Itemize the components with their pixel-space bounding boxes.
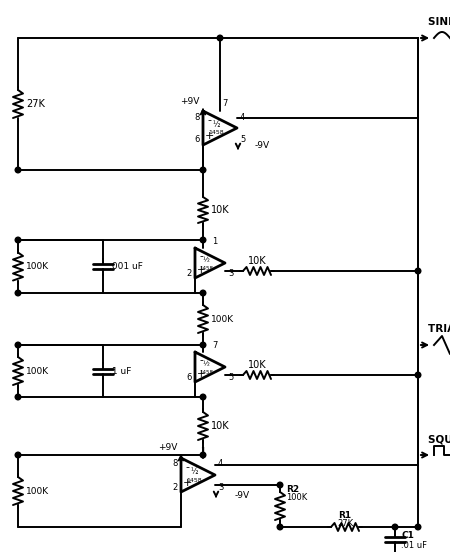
Text: 7: 7 [212,341,217,349]
Text: 100K: 100K [26,262,49,271]
Text: C1: C1 [401,530,414,539]
Text: -9V: -9V [235,491,250,500]
Text: TRIANGLE WAVE: TRIANGLE WAVE [428,324,450,334]
Text: +9V: +9V [158,443,178,452]
Text: 1: 1 [212,236,217,246]
Circle shape [200,167,206,173]
Circle shape [277,482,283,488]
Circle shape [277,524,283,530]
Text: 1: 1 [200,447,205,455]
Text: 8: 8 [173,459,178,468]
Circle shape [415,268,421,274]
Circle shape [415,524,421,530]
Text: 3: 3 [218,484,223,492]
Text: 6: 6 [194,135,200,145]
Text: +: + [197,265,205,275]
Circle shape [217,35,223,41]
Text: +: + [182,478,192,488]
Text: ½: ½ [212,120,220,130]
Text: 3: 3 [228,269,234,279]
Text: SINE WAVE: SINE WAVE [428,17,450,27]
Circle shape [392,524,398,530]
Text: -: - [185,462,189,472]
Text: +9V: +9V [180,97,200,106]
Text: 1458: 1458 [208,130,224,135]
Text: +: + [197,369,205,379]
Text: R2: R2 [286,485,299,493]
Text: 10K: 10K [248,256,266,266]
Text: 1458: 1458 [199,369,213,374]
Text: ½: ½ [202,257,209,263]
Circle shape [15,290,21,296]
Text: 100K: 100K [286,493,307,502]
Text: 100K: 100K [26,367,49,375]
Text: ½: ½ [202,361,209,367]
Text: 10K: 10K [211,421,230,431]
Text: -: - [199,355,203,365]
Circle shape [15,167,21,173]
Circle shape [15,452,21,458]
Text: 4: 4 [240,113,245,121]
Circle shape [200,342,206,348]
Text: 5: 5 [228,374,233,383]
Circle shape [15,394,21,400]
Text: 10K: 10K [211,205,230,215]
Text: 1458: 1458 [186,477,202,482]
Text: -: - [207,115,211,125]
Text: SQUARE WAVE: SQUARE WAVE [428,434,450,444]
Text: .001 uF: .001 uF [109,262,143,271]
Text: 1458: 1458 [199,266,213,270]
Circle shape [200,394,206,400]
Text: -9V: -9V [255,141,270,151]
Text: .1 uF: .1 uF [109,367,131,375]
Text: 27K: 27K [337,518,353,528]
Circle shape [200,290,206,296]
Text: 7: 7 [222,99,227,109]
Text: 2: 2 [173,484,178,492]
Text: 100K: 100K [26,486,49,496]
Text: 6: 6 [187,374,192,383]
Text: -: - [199,251,203,261]
Text: 5: 5 [240,135,245,145]
Text: R1: R1 [338,511,351,519]
Text: 100K: 100K [211,315,234,323]
Text: 27K: 27K [26,99,45,109]
Text: .01 uF: .01 uF [401,540,427,549]
Circle shape [200,452,206,458]
Text: 2: 2 [187,269,192,279]
Circle shape [415,372,421,378]
Text: 4: 4 [218,459,223,468]
Circle shape [15,342,21,348]
Text: ½: ½ [190,468,198,476]
Text: 8: 8 [194,113,200,121]
Circle shape [200,237,206,243]
Text: +: + [204,131,214,141]
Text: 10K: 10K [248,360,266,370]
Circle shape [15,237,21,243]
